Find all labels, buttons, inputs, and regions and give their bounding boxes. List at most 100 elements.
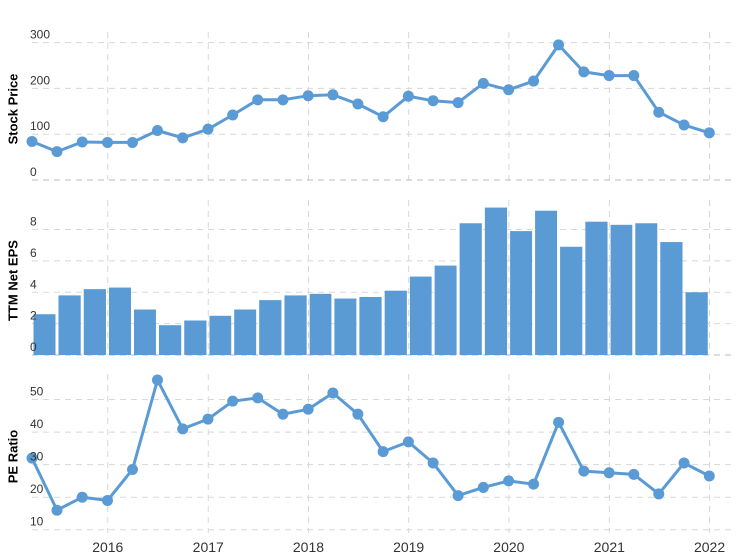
panel-0-series-line <box>31 43 710 154</box>
panel-2-point-2016-09-30 <box>177 423 189 435</box>
panel-2-point-2018-06-30 <box>352 408 364 420</box>
labels-layer: 2016 2017 2018 2019 2020 2021 20220100200300St… <box>5 28 725 555</box>
panel-0-point-2018-09-30 <box>377 111 389 123</box>
panel-2-point-2016-03-31 <box>126 464 138 476</box>
panel-0-point-2018-12-31 <box>402 90 414 102</box>
panel-0-point-2017-03-31 <box>227 109 239 121</box>
panel-0-point-2019-12-31 <box>503 84 515 96</box>
eps-bar-2019-06-30 <box>459 223 482 355</box>
panel-0-point-2017-12-31 <box>302 90 314 102</box>
eps-bar-2016-03-31 <box>133 309 156 355</box>
panel-2-point-2020-03-31 <box>528 478 540 490</box>
eps-bar-2021-06-30 <box>660 242 683 355</box>
panel-0-point-2018-06-30 <box>352 98 364 110</box>
panel-0-point-2015-06-30 <box>51 146 63 158</box>
panel-0-point-2015-12-31 <box>101 136 113 148</box>
panel-0-point-2015-09-30 <box>76 136 88 148</box>
panel-0-point-2020-03-31 <box>528 75 540 87</box>
panel-0-point-2017-09-30 <box>277 94 289 106</box>
panel-2-point-2015-06-30 <box>51 504 63 516</box>
eps-bar-2018-12-31 <box>409 276 432 355</box>
panel-0-point-2020-06-30 <box>553 39 565 51</box>
panel-2-point-2018-12-31 <box>402 436 414 448</box>
eps-bar-2015-09-30 <box>83 289 106 355</box>
panel-2-point-2015-12-31 <box>101 494 113 506</box>
panel-0-point-2016-12-31 <box>202 123 214 135</box>
panel-0-point-2021-09-30 <box>678 119 690 131</box>
x-tick-label-2022: 2022 <box>694 539 725 555</box>
panel-2-point-2015-09-30 <box>76 491 88 503</box>
panel-2-point-2015-03-31 <box>26 452 38 464</box>
panel-0-point-2021-03-31 <box>628 70 640 82</box>
marks-layer <box>26 39 715 516</box>
panel-2-point-2016-12-31 <box>202 413 214 425</box>
panel-2-point-2019-12-31 <box>503 475 515 487</box>
panel-0-y-axis-label: Stock Price <box>5 74 20 145</box>
panel-0-point-2021-12-31 <box>703 127 715 139</box>
panel-2-y-tick-label-50: 50 <box>30 385 44 399</box>
panel-0-y-tick-label-300: 300 <box>30 28 50 42</box>
panel-0-point-2016-09-30 <box>177 132 189 144</box>
panel-2-point-2018-03-31 <box>327 387 339 399</box>
panel-0-point-2019-09-30 <box>477 77 489 89</box>
eps-bar-2019-03-31 <box>434 265 457 355</box>
panel-0-point-2018-03-31 <box>327 89 339 101</box>
eps-bar-2016-09-30 <box>184 320 207 355</box>
panel-0-point-2019-06-30 <box>452 97 464 109</box>
eps-bar-2017-09-30 <box>284 295 307 355</box>
panel-0-point-2020-12-31 <box>603 70 615 82</box>
panel-1-y-tick-label-2: 2 <box>30 309 37 323</box>
eps-bar-2020-06-30 <box>560 246 583 355</box>
panel-2-point-2021-09-30 <box>678 457 690 469</box>
panel-1-y-tick-label-8: 8 <box>30 215 37 229</box>
panel-2-y-tick-label-10: 10 <box>30 515 44 529</box>
x-tick-label-2021: 2021 <box>594 539 625 555</box>
eps-bar-2020-12-31 <box>610 224 633 355</box>
eps-bar-2018-03-31 <box>334 298 357 355</box>
panel-0-point-2021-06-30 <box>653 106 665 118</box>
x-tick-label-2020: 2020 <box>493 539 524 555</box>
panel-2-point-2021-06-30 <box>653 488 665 500</box>
panel-2-point-2020-09-30 <box>578 465 590 477</box>
panel-2-point-2019-09-30 <box>477 481 489 493</box>
eps-bar-2019-12-31 <box>510 231 533 355</box>
panel-2-point-2017-09-30 <box>277 408 289 420</box>
eps-bar-2017-03-31 <box>234 309 257 355</box>
panel-2-point-2021-03-31 <box>628 468 640 480</box>
panel-0-y-tick-label-200: 200 <box>30 73 50 87</box>
eps-bar-2016-06-30 <box>158 325 182 355</box>
eps-bar-2017-06-30 <box>259 300 282 355</box>
panel-0-y-tick-label-0: 0 <box>30 165 37 179</box>
eps-bar-2015-06-30 <box>58 295 81 355</box>
panel-2-series-line <box>30 378 710 512</box>
panel-1-y-tick-label-4: 4 <box>30 277 37 291</box>
panel-2-point-2018-09-30 <box>377 446 389 458</box>
eps-bar-2017-12-31 <box>309 293 332 355</box>
panel-1-y-axis-label: TTM Net EPS <box>5 240 20 321</box>
panel-2-point-2020-12-31 <box>603 467 615 479</box>
eps-bar-2021-03-31 <box>635 223 658 355</box>
panel-0-point-2017-06-30 <box>252 94 264 106</box>
panel-1-y-tick-label-0: 0 <box>30 340 37 354</box>
panel-2-point-2020-06-30 <box>553 416 565 428</box>
panel-0-point-2016-06-30 <box>151 125 163 137</box>
panel-0-y-tick-label-100: 100 <box>30 119 50 133</box>
eps-bar-2018-09-30 <box>384 290 407 355</box>
panel-2-y-tick-label-30: 30 <box>30 450 44 464</box>
panel-1-y-tick-label-6: 6 <box>30 246 37 260</box>
eps-bar-2018-06-30 <box>359 296 382 355</box>
panel-2-point-2019-03-31 <box>427 457 439 469</box>
panel-2-y-tick-label-40: 40 <box>30 417 44 431</box>
panel-0-point-2015-03-31 <box>26 136 38 148</box>
eps-bar-2020-03-31 <box>535 210 558 355</box>
panel-2-point-2016-06-30 <box>151 374 163 386</box>
panel-2-point-2019-06-30 <box>452 490 464 502</box>
x-tick-label-2017: 2017 <box>193 539 224 555</box>
panel-2-y-tick-label-20: 20 <box>30 482 44 496</box>
eps-bar-2020-09-30 <box>585 221 608 355</box>
panel-2-point-2017-03-31 <box>227 395 239 407</box>
panel-2-point-2021-12-31 <box>703 470 715 482</box>
panel-0-point-2020-09-30 <box>578 66 590 78</box>
x-tick-label-2016: 2016 <box>92 539 123 555</box>
eps-bar-2019-09-30 <box>484 207 508 355</box>
